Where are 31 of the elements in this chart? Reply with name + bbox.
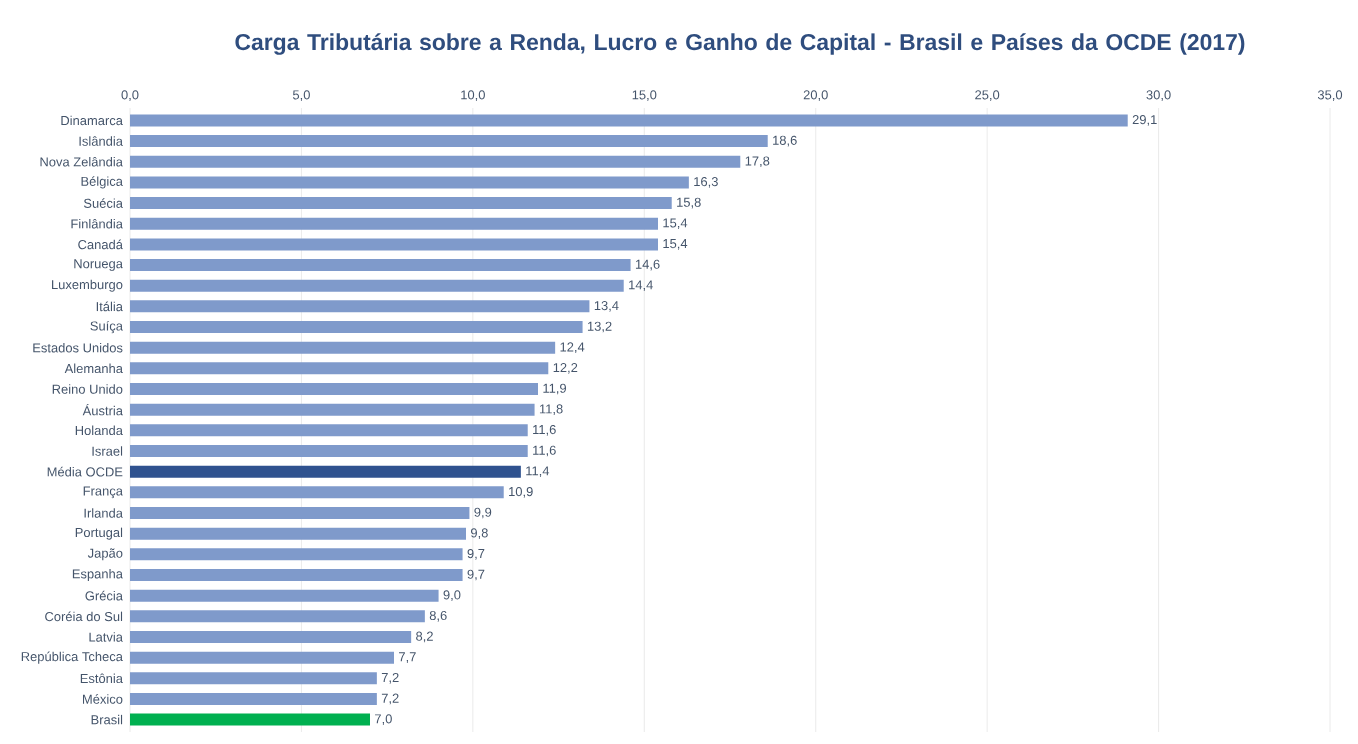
bar bbox=[130, 155, 741, 168]
bar bbox=[130, 279, 624, 292]
bar bbox=[130, 424, 528, 437]
bar bbox=[130, 465, 521, 478]
bar bbox=[130, 114, 1128, 127]
bar bbox=[130, 383, 538, 396]
bar bbox=[130, 630, 412, 643]
bar bbox=[130, 321, 583, 334]
bar bbox=[130, 651, 394, 664]
bar bbox=[130, 217, 658, 230]
bar bbox=[130, 610, 425, 623]
bar bbox=[130, 362, 549, 375]
bar bbox=[130, 527, 466, 540]
bar bbox=[130, 176, 689, 189]
bar bbox=[130, 197, 672, 210]
bar bbox=[130, 238, 658, 251]
bar bbox=[130, 692, 377, 705]
bar bbox=[130, 548, 463, 561]
bar bbox=[130, 445, 528, 457]
bar bbox=[130, 506, 470, 519]
bar bbox=[130, 259, 631, 272]
bar bbox=[130, 713, 370, 726]
bar bbox=[130, 486, 504, 499]
chart-title: Carga Tributária sobre a Renda, Lucro e Ganho de Capital - Brasil e Países da OCDE (2017) bbox=[235, 33, 1245, 55]
bar bbox=[130, 135, 768, 148]
bar bbox=[130, 300, 590, 313]
bar bbox=[130, 589, 439, 602]
bar bbox=[130, 568, 463, 581]
bar bbox=[130, 341, 556, 354]
bar bbox=[130, 672, 377, 685]
bar bbox=[130, 403, 535, 416]
